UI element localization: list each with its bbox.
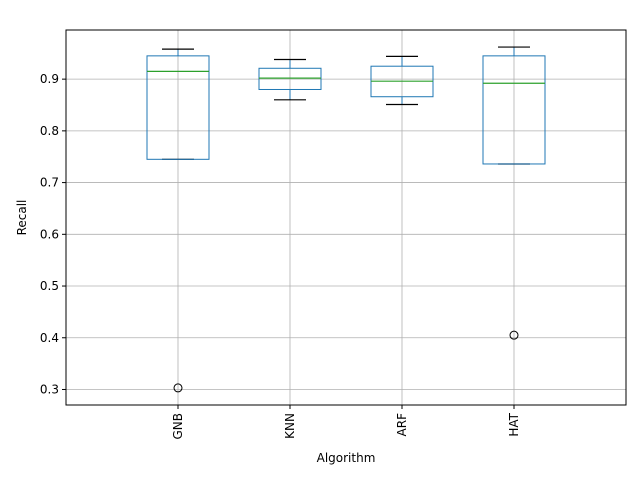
outlier-point: [509, 330, 519, 340]
box-gnb: [146, 48, 210, 393]
y-tick-label: 0.8: [40, 124, 59, 138]
x-tick-label: ARF: [395, 413, 409, 437]
box-arf: [370, 55, 434, 106]
y-tick-label: 0.4: [40, 331, 59, 345]
grid-lines: [66, 30, 626, 405]
y-tick-label: 0.7: [40, 176, 59, 190]
x-axis-label: Algorithm: [317, 451, 376, 465]
plot-area-frame: [65, 29, 627, 406]
y-tick-label: 0.9: [40, 72, 59, 86]
iqr-box: [482, 55, 546, 165]
y-tick-label: 0.5: [40, 279, 59, 293]
y-axis-label: Recall: [15, 200, 29, 236]
box-knn: [258, 58, 322, 101]
box-hat: [482, 46, 546, 340]
x-tick-label: KNN: [283, 413, 297, 439]
x-tick-label: HAT: [507, 412, 521, 436]
iqr-box: [258, 67, 322, 90]
y-axis-ticks: 0.3 0.4 0.5 0.6 0.7 0.8 0.9: [40, 72, 66, 396]
x-tick-label: GNB: [171, 413, 185, 440]
x-axis-ticks: GNB KNN ARF HAT: [171, 405, 521, 440]
y-tick-label: 0.3: [40, 382, 59, 396]
iqr-box: [146, 55, 210, 160]
outlier-point: [173, 383, 183, 393]
box-plot-series: [146, 46, 546, 393]
y-tick-label: 0.6: [40, 227, 59, 241]
